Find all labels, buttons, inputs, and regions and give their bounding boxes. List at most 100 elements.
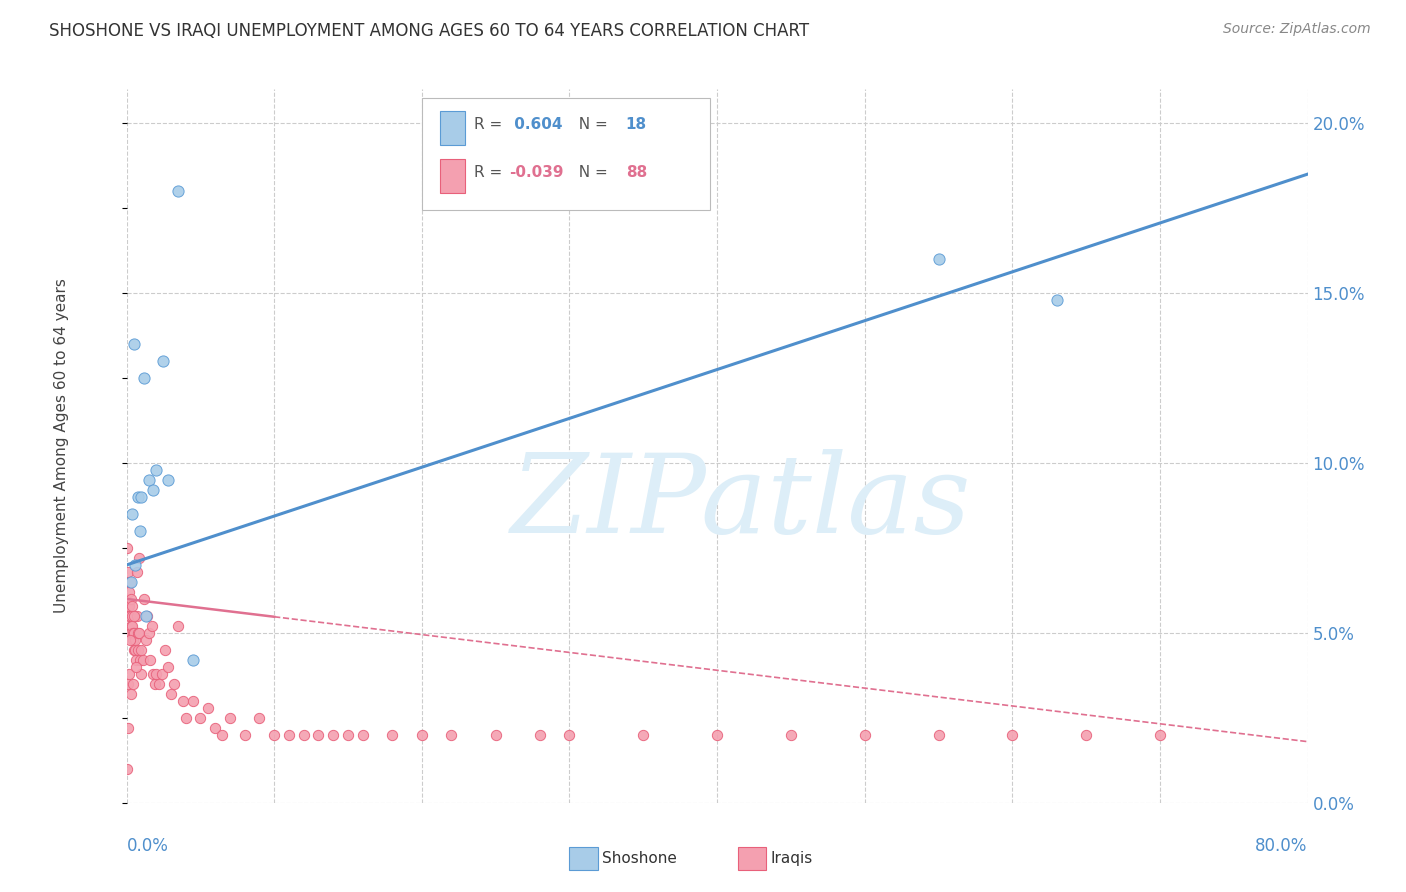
Point <box>135 632 157 647</box>
Text: N =: N = <box>569 117 613 132</box>
Point <box>121 507 143 521</box>
Point <box>188 711 211 725</box>
Point <box>120 591 142 606</box>
Text: -0.039: -0.039 <box>509 165 564 180</box>
Point <box>529 728 551 742</box>
Text: Shoshone: Shoshone <box>602 851 676 865</box>
Text: 0.0%: 0.0% <box>127 837 169 855</box>
Point <box>122 677 145 691</box>
Point <box>118 666 141 681</box>
Point <box>204 721 226 735</box>
Point <box>122 337 145 351</box>
Point <box>263 728 285 742</box>
Point <box>247 711 270 725</box>
Point <box>127 643 149 657</box>
Point <box>174 711 197 725</box>
Text: Source: ZipAtlas.com: Source: ZipAtlas.com <box>1223 22 1371 37</box>
Point <box>125 653 148 667</box>
Point <box>120 626 142 640</box>
Point <box>134 371 156 385</box>
Point <box>322 728 344 742</box>
Point <box>138 626 160 640</box>
Point <box>139 653 162 667</box>
Point <box>127 490 149 504</box>
Text: R =: R = <box>474 117 508 132</box>
Point <box>127 626 149 640</box>
Point <box>145 666 167 681</box>
Text: N =: N = <box>569 165 613 180</box>
Point <box>118 585 141 599</box>
Point <box>124 643 146 657</box>
Point <box>125 608 148 623</box>
Text: 88: 88 <box>626 165 647 180</box>
Point <box>307 728 329 742</box>
Text: ZIPatlas: ZIPatlas <box>510 450 972 557</box>
Point <box>167 184 190 198</box>
Point <box>156 660 179 674</box>
Point <box>381 728 404 742</box>
Point <box>129 666 152 681</box>
Point <box>120 619 142 633</box>
Point <box>118 632 141 647</box>
Point <box>118 599 141 613</box>
Point <box>152 354 174 368</box>
Point <box>172 694 194 708</box>
Point <box>122 626 145 640</box>
Point <box>853 728 876 742</box>
Point <box>484 728 508 742</box>
Point <box>160 687 183 701</box>
Point <box>117 721 139 735</box>
Point <box>211 728 233 742</box>
Point <box>122 643 145 657</box>
Point <box>197 700 219 714</box>
Point <box>440 728 463 742</box>
Point <box>121 608 143 623</box>
Point <box>129 643 153 657</box>
Point <box>117 541 139 555</box>
Point <box>1045 293 1069 307</box>
Point <box>928 728 950 742</box>
Point <box>118 574 141 589</box>
Point <box>411 728 433 742</box>
Point <box>120 574 142 589</box>
Point <box>128 524 150 538</box>
Point <box>124 632 146 647</box>
Point <box>117 565 139 579</box>
Point <box>121 619 143 633</box>
Point <box>124 558 146 572</box>
Text: 0.604: 0.604 <box>509 117 562 132</box>
Point <box>145 463 167 477</box>
Text: SHOSHONE VS IRAQI UNEMPLOYMENT AMONG AGES 60 TO 64 YEARS CORRELATION CHART: SHOSHONE VS IRAQI UNEMPLOYMENT AMONG AGE… <box>49 22 810 40</box>
Text: 18: 18 <box>626 117 647 132</box>
Point <box>142 483 165 498</box>
Point <box>124 608 146 623</box>
Point <box>1001 728 1024 742</box>
Point <box>148 677 170 691</box>
Point <box>181 694 204 708</box>
Point <box>135 608 157 623</box>
Point <box>122 626 145 640</box>
Point <box>167 619 190 633</box>
Point <box>128 653 150 667</box>
Point <box>292 728 315 742</box>
Text: Iraqis: Iraqis <box>770 851 813 865</box>
Point <box>928 252 950 266</box>
Text: Unemployment Among Ages 60 to 64 years: Unemployment Among Ages 60 to 64 years <box>53 278 69 614</box>
Point <box>218 711 242 725</box>
Point <box>141 619 163 633</box>
Point <box>163 677 186 691</box>
Point <box>558 728 581 742</box>
Point <box>117 762 139 776</box>
Point <box>337 728 360 742</box>
Point <box>150 666 173 681</box>
Point <box>128 551 150 566</box>
Point <box>633 728 655 742</box>
Point <box>117 677 139 691</box>
Point <box>143 677 166 691</box>
Point <box>138 473 160 487</box>
Point <box>121 599 143 613</box>
Point <box>779 728 801 742</box>
Point <box>352 728 374 742</box>
Point <box>142 666 165 681</box>
Point <box>127 565 149 579</box>
